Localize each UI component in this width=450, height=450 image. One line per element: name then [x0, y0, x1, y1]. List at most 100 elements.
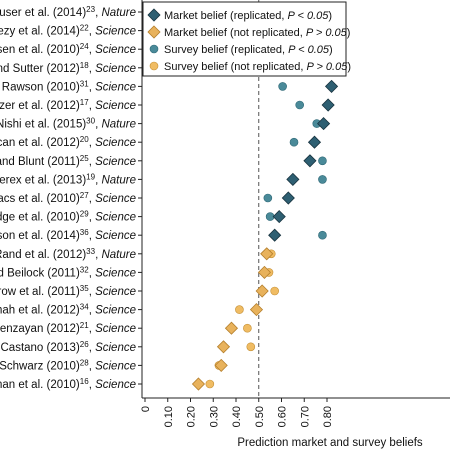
study-ref: 19 [86, 172, 95, 181]
survey-belief-point [318, 156, 327, 166]
study-ref: 36 [80, 228, 89, 237]
study-label: and Blunt (2011)25, Science [0, 154, 136, 168]
study-sep: , [89, 360, 95, 372]
legend-entry: Market belief (replicated, P < 0.05) [164, 10, 332, 22]
study-sep: , [89, 63, 95, 75]
study-sep: , [95, 174, 101, 186]
legend-entry-close: ) [328, 10, 332, 22]
study-label: auser et al. (2014)23, Nature [0, 5, 136, 19]
study-name: son et al. (2014) [0, 230, 80, 242]
market-belief-point [191, 377, 206, 391]
study-sep: , [89, 100, 95, 112]
study-label: Derex et al. (2013)19, Nature [0, 172, 136, 186]
legend: Market belief (replicated, P < 0.05) Mark… [142, 1, 351, 77]
study-label: ozer et al. (2012)17, Science [0, 98, 136, 112]
study-ref: 31 [80, 79, 89, 88]
data-markers [191, 5, 339, 391]
x-tick-label: 0.50 [254, 406, 266, 427]
study-name: Nishi et al. (2015) [0, 119, 86, 131]
study-ref: 32 [80, 265, 89, 274]
study-sep: , [89, 230, 95, 242]
survey-belief-point [270, 286, 279, 296]
study-name: can et al. (2012) [0, 137, 80, 149]
survey-belief-point [318, 230, 327, 240]
legend-entry-text: Market belief (not replicated, [164, 27, 306, 39]
study-sep: , [89, 212, 95, 224]
study-label: l Rawson (2010)31, Science [0, 79, 136, 93]
legend-entry-text: Survey belief (not replicated, [164, 61, 306, 73]
study-label: hah et al. (2012)34, Science [0, 303, 136, 317]
study-ref: 30 [86, 117, 95, 126]
study-name: acs et al. (2010) [0, 193, 80, 205]
study-label: Castano (2013)26, Science [1, 340, 137, 354]
study-ref: 27 [80, 191, 89, 200]
study-journal: Science [95, 379, 136, 391]
study-name: auser et al. (2014) [0, 7, 86, 19]
study-journal: Science [95, 305, 136, 317]
study-name: l Rawson (2010) [0, 81, 80, 93]
study-journal: Science [95, 100, 136, 112]
study-name: ozer et al. (2012) [0, 100, 80, 112]
market-belief-point [216, 340, 231, 354]
study-ref: 26 [80, 340, 89, 349]
study-journal: Science [95, 267, 136, 279]
study-sep: , [89, 267, 95, 279]
study-ref: 25 [80, 154, 89, 163]
study-ref: 21 [80, 321, 89, 330]
study-journal: Science [95, 360, 136, 372]
market-belief-point [260, 247, 274, 261]
market-belief-point [255, 284, 269, 298]
legend-entry-close: ) [329, 44, 333, 56]
market-belief-point [257, 265, 272, 279]
market-belief-point [307, 135, 322, 149]
legend-marker [149, 61, 159, 71]
x-tick-label: 0.10 [163, 406, 175, 427]
legend-entry-stat: P > 0.05 [306, 61, 348, 73]
study-sep: , [95, 7, 101, 19]
study-journal: Science [95, 342, 136, 354]
legend-entry-close: ) [347, 27, 351, 39]
study-ref: 17 [80, 98, 89, 107]
study-label: son et al. (2014)36, Science [0, 228, 136, 242]
study-name: hah et al. (2012) [0, 305, 80, 317]
x-tick-label: 0.70 [299, 406, 311, 427]
study-ref: 33 [86, 247, 95, 256]
legend-marker [147, 8, 161, 22]
study-ref: 29 [80, 210, 89, 219]
study-label: nan et al. (2010)16, Science [0, 377, 136, 391]
study-journal: Nature [101, 119, 136, 131]
x-tick-label: 0.80 [322, 406, 334, 427]
study-name: Rand et al. (2012) [0, 249, 86, 261]
study-name: dge et al. (2010) [0, 212, 80, 224]
legend-marker [149, 44, 159, 54]
legend-entry-stat: P > 0.05 [306, 27, 348, 39]
study-sep: , [89, 305, 95, 317]
x-axis-title: Prediction market and survey beliefs [237, 437, 423, 449]
study-label: Rand et al. (2012)33, Nature [0, 247, 136, 261]
study-journal: Science [95, 137, 136, 149]
study-ref: 16 [80, 377, 89, 386]
study-label: Nishi et al. (2015)30, Nature [0, 117, 136, 131]
study-journal: Science [95, 156, 136, 168]
study-name: nan et al. (2010) [0, 379, 80, 391]
legend-entry-close: ) [347, 61, 351, 73]
study-journal: Science [95, 230, 136, 242]
study-sep: , [89, 323, 95, 335]
study-label: renzayan (2012)21, Science [0, 321, 136, 335]
x-tick-label: 0 [140, 406, 152, 412]
study-sep: , [89, 44, 95, 56]
study-ref: 28 [80, 358, 89, 367]
legend-entry-stat: P < 0.05 [288, 10, 330, 22]
x-tick-label: 0.40 [231, 406, 243, 427]
study-ref: 34 [80, 303, 89, 312]
market-belief-point [281, 191, 295, 205]
study-label: can et al. (2012)20, Science [0, 135, 136, 149]
study-ref: 22 [80, 24, 89, 33]
study-journal: Science [95, 323, 136, 335]
study-journal: Nature [101, 7, 136, 19]
study-sep: , [89, 286, 95, 298]
study-sep: , [89, 81, 95, 93]
study-ref: 35 [80, 284, 89, 293]
study-labels: auser et al. (2014)23, Nature ezy et al. … [0, 5, 142, 391]
